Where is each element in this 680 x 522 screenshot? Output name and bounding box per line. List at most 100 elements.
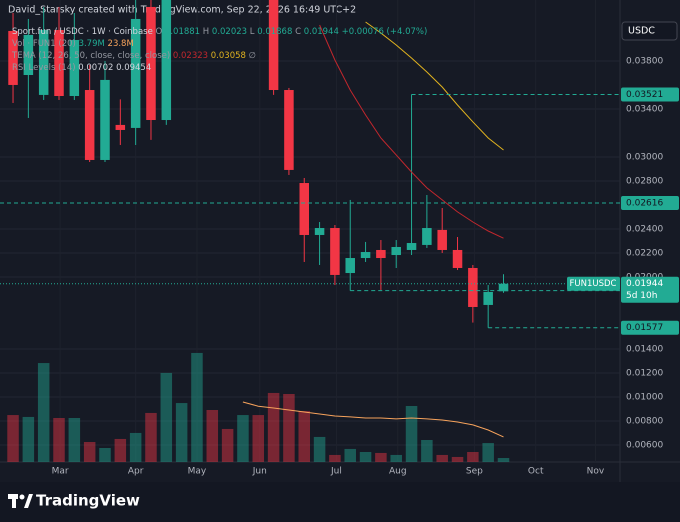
x-tick-label: Sep [466,467,483,477]
candle-body [115,124,126,130]
legend-row: Sport.fun / USDC · 1W · Coinbase O 0.018… [12,27,427,37]
volume-bar [267,392,280,462]
x-tick-label: Aug [389,467,407,477]
volume-bar [221,428,234,462]
volume-bar [359,452,372,462]
volume-bar [37,363,50,462]
candle-body [146,6,156,121]
volume-bar [313,436,326,462]
volume-bar [375,452,387,462]
price-tag-label: 0.01944 [626,279,663,289]
candle-body [268,0,279,91]
x-tick-label: Jul [330,467,342,477]
volume-bar [160,372,173,462]
credit-line: David_Starsky created with TradingView.c… [8,5,356,16]
x-tick-label: Nov [587,467,605,477]
volume-bar [114,438,127,462]
currency-box [621,21,678,41]
legend-value: 0.02323 [173,51,208,61]
volume-bar [421,440,433,462]
candle-body [437,229,447,250]
candle-body [452,249,463,268]
volume-bar [390,454,402,462]
y-tick-label: 0.03800 [626,56,663,66]
legend-change: +0.00076 (+4.07%) [342,27,428,37]
volume-bar [451,456,464,462]
legend-value: 0.02023 [212,27,247,37]
legend-title: Vol · FUN1 (20) [12,39,76,49]
candle-body [54,30,64,97]
candle-body [100,79,110,160]
volume-bar [191,352,203,462]
legend-value: 3.79M [79,39,105,49]
volume-bar [175,403,188,462]
candle-body [406,243,417,250]
level-tag [621,196,679,211]
logo-shape [19,494,25,500]
candle-body [483,291,493,305]
candle-body [314,228,325,235]
legend-symbol: Sport.fun / USDC · 1W · Coinbase [12,27,153,37]
x-tick-label: Oct [528,467,544,477]
legend-key: C [295,27,301,37]
candle-body [376,249,386,259]
candle-body [360,252,371,259]
symbol-tag-label: FUN1USDC [570,279,617,289]
candle-body [468,267,478,307]
volume-bar [482,443,494,462]
y-tick-label: 0.00800 [626,416,663,426]
countdown-label: 5d 10h [626,291,657,301]
legend-row: Vol · FUN1 (20) 3.79M 23.8M [12,39,134,49]
candle-body [38,30,49,95]
volume-bar [329,454,341,462]
volume-bar [129,432,142,462]
legend-key: L [250,27,255,37]
candle-body [345,258,355,274]
tema-line [319,24,504,239]
logo-shape [24,494,33,508]
volume-bar [53,418,65,462]
tema-line [365,21,504,151]
volume-bar [344,448,356,462]
candle-body [498,283,509,292]
y-tick-label: 0.01000 [626,392,663,402]
legend-title: RSI Levels (14) [12,63,76,73]
legend-value: 0.00702 [78,63,113,73]
volume-bar [99,448,111,462]
candle-body [130,18,141,128]
candle-body [23,34,34,76]
volume-bar [83,442,96,462]
y-tick-label: 0.03400 [626,104,663,114]
volume-bar [467,452,479,462]
volume-bar [497,458,510,462]
x-tick-label: Jun [252,467,267,477]
level-label: 0.03521 [626,90,663,100]
candle-body [69,39,80,97]
candle-body [391,246,401,256]
volume-bar [22,416,35,462]
legend-value: 0.01868 [257,27,292,37]
volume-bar [7,415,19,462]
candle-body [330,228,340,275]
candle-body [161,0,172,121]
y-tick-label: 0.02800 [626,176,663,186]
volume-bar [252,415,265,462]
volume-bar [283,394,295,462]
volume-bar [237,415,249,462]
legend-key: H [203,27,209,37]
y-tick-label: 0.03000 [626,152,663,162]
x-tick-label: Apr [128,467,144,477]
volume-bar [206,410,219,462]
legend-key: O [156,27,163,37]
logo-shape [12,494,16,508]
brand-name: TradingView [36,492,140,510]
legend-row: RSI Levels (14) 0.00702 0.09454 [12,63,151,73]
level-tag [621,87,679,102]
legend-value: ∅ [249,51,256,61]
level-label: 0.01577 [626,323,663,333]
price-tag [621,276,679,303]
legend-value: 0.09454 [116,63,151,73]
candle-body [84,90,95,160]
brand-logo [8,494,33,508]
